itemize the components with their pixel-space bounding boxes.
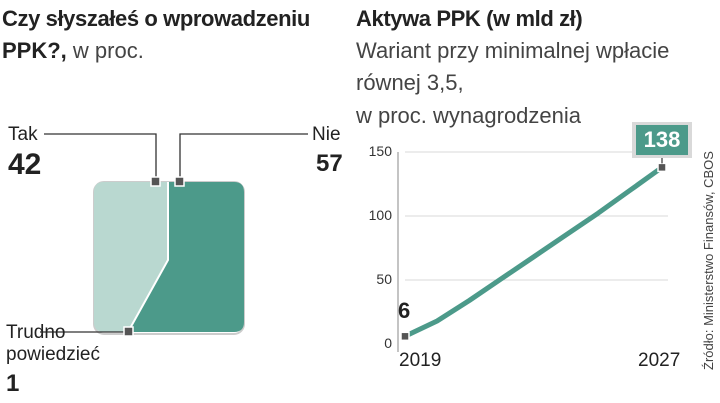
segment-yes [94, 182, 168, 332]
data-label-end: 138 [643, 127, 681, 152]
marker-no [174, 176, 185, 187]
data-label-start: 6 [398, 298, 411, 324]
right-subtitle-line1: Wariant przy minimalnej wpłacie [356, 38, 670, 63]
label-unsure-line2: powiedzieć [6, 344, 100, 365]
x-tick-end: 2027 [638, 350, 681, 371]
segment-no [128, 182, 244, 332]
value-unsure: 1 [6, 370, 20, 397]
marker-start [400, 331, 410, 342]
right-subtitle-line2: równej 3,5, [356, 70, 464, 95]
left-subtitle-rest: w proc. [66, 38, 144, 63]
y-tick-100: 100 [368, 207, 392, 223]
y-tick-0: 0 [384, 335, 392, 351]
series-line [402, 164, 665, 339]
leader-line-no [179, 133, 308, 181]
structure-chart [40, 133, 308, 337]
left-chart-subtitle: PPK?, w proc. [2, 38, 144, 64]
left-chart-title: Czy słyszałeś o wprowadzeniu [2, 6, 310, 31]
label-yes: Tak [8, 124, 38, 145]
separator-line [127, 182, 169, 333]
label-unsure-line1: Trudno [6, 322, 66, 343]
leader-line-yes [44, 133, 157, 181]
value-yes: 42 [8, 148, 42, 181]
left-subtitle-bold: PPK?, [2, 38, 67, 63]
marker-end [657, 162, 667, 173]
marker-yes [150, 176, 161, 187]
marker-unsure [123, 326, 134, 337]
badge-box [636, 125, 688, 155]
source-note: Źródło: Ministerstwo Finansów, CBOS [701, 151, 716, 370]
y-tick-150: 150 [368, 143, 392, 159]
right-subtitle-line3: w proc. wynagrodzenia [356, 103, 582, 128]
label-no: Nie [312, 124, 341, 145]
y-tick-50: 50 [376, 271, 392, 287]
value-no: 57 [316, 150, 343, 177]
right-chart-title: Aktywa PPK (w mld zł) [356, 6, 583, 31]
x-tick-start: 2019 [399, 350, 442, 371]
